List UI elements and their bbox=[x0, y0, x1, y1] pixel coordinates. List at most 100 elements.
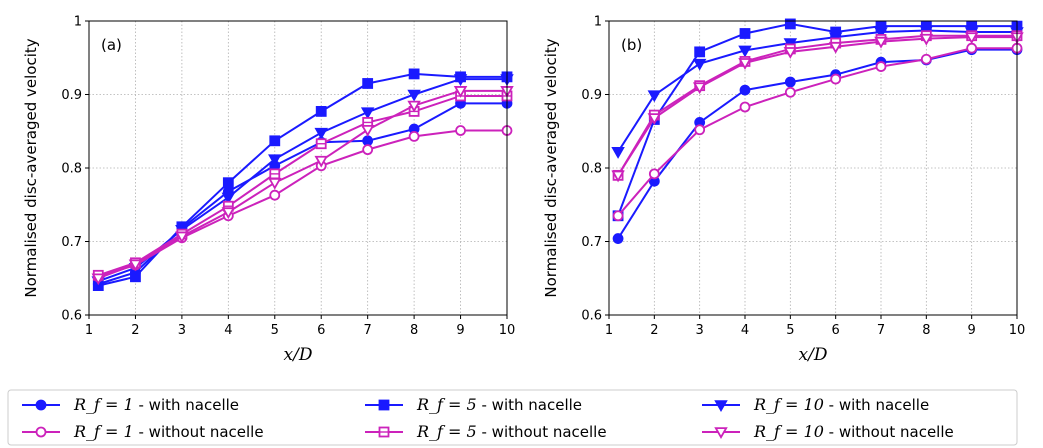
data-point bbox=[221, 192, 236, 205]
data-point bbox=[221, 207, 236, 220]
data-point bbox=[964, 32, 979, 45]
data-point bbox=[874, 27, 888, 40]
y-tick-label: 0.7 bbox=[581, 235, 602, 250]
data-point bbox=[407, 100, 421, 113]
panel-label: (b) bbox=[621, 36, 642, 54]
x-tick-label: 4 bbox=[741, 323, 749, 338]
legend-marker bbox=[35, 399, 47, 411]
legend-marker bbox=[714, 400, 728, 413]
legend-label: R_f = 10 - with nacelle bbox=[753, 395, 929, 414]
y-tick-label: 0.9 bbox=[581, 88, 602, 103]
data-point bbox=[362, 144, 374, 156]
series-line bbox=[617, 47, 1017, 217]
data-point bbox=[362, 135, 374, 147]
data-point bbox=[784, 86, 796, 98]
legend-entry: R_f = 5 - with nacelle bbox=[365, 395, 582, 414]
data-point bbox=[739, 28, 751, 39]
x-tick-label: 7 bbox=[877, 323, 885, 338]
series-6 bbox=[611, 32, 1024, 183]
panel-label: (a) bbox=[101, 36, 122, 54]
y-tick-label: 0.9 bbox=[61, 88, 82, 103]
x-tick-label: 3 bbox=[696, 323, 704, 338]
series-line bbox=[617, 22, 1017, 217]
data-point bbox=[783, 47, 798, 59]
data-point bbox=[919, 33, 934, 46]
legend-marker bbox=[35, 426, 47, 438]
series-4 bbox=[612, 42, 1023, 222]
series-2 bbox=[92, 68, 513, 292]
data-point bbox=[453, 86, 468, 98]
data-point bbox=[362, 78, 374, 89]
y-tick-label: 0.7 bbox=[61, 235, 82, 250]
legend-label: R_f = 1 - without nacelle bbox=[73, 422, 264, 441]
x-tick-label: 3 bbox=[178, 323, 186, 338]
data-point bbox=[269, 189, 281, 201]
x-tick-label: 2 bbox=[650, 323, 658, 338]
x-tick-label: 6 bbox=[832, 323, 840, 338]
legend-math: R_f = 1 bbox=[73, 422, 134, 441]
legend-label: R_f = 5 - without nacelle bbox=[416, 422, 607, 441]
data-point bbox=[360, 107, 375, 120]
data-point bbox=[692, 82, 707, 95]
data-point bbox=[314, 155, 328, 168]
series-6 bbox=[91, 86, 514, 286]
data-point bbox=[739, 84, 751, 96]
series-line bbox=[97, 94, 507, 277]
data-point bbox=[453, 74, 468, 87]
legend-math: R_f = 1 bbox=[73, 395, 134, 414]
y-tick-label: 0.6 bbox=[581, 309, 602, 324]
data-point bbox=[738, 45, 752, 58]
x-tick-label: 8 bbox=[922, 323, 930, 338]
x-tick-label: 5 bbox=[786, 323, 794, 338]
data-point bbox=[612, 233, 624, 244]
x-tick-label: 10 bbox=[1009, 323, 1026, 338]
data-point bbox=[694, 46, 706, 58]
y-tick-label: 0.8 bbox=[61, 162, 82, 177]
data-point bbox=[408, 68, 420, 80]
y-axis-label: Normalised disc-averaged velocity bbox=[542, 38, 560, 297]
legend-entry: R_f = 5 - without nacelle bbox=[365, 422, 607, 441]
legend-math: R_f = 10 bbox=[753, 395, 824, 414]
data-point bbox=[875, 61, 887, 72]
legend-marker bbox=[714, 427, 728, 440]
y-axis-label: Normalised disc-averaged velocity bbox=[22, 38, 40, 297]
data-point bbox=[784, 18, 796, 30]
data-point bbox=[611, 147, 625, 159]
x-tick-label: 7 bbox=[364, 323, 372, 338]
data-point bbox=[647, 113, 662, 126]
data-point bbox=[611, 170, 625, 183]
legend-text: - with nacelle bbox=[824, 396, 929, 414]
x-tick-label: 8 bbox=[410, 323, 418, 338]
data-point bbox=[920, 53, 932, 65]
data-point bbox=[648, 168, 660, 180]
data-point bbox=[128, 259, 143, 272]
x-tick-label: 9 bbox=[968, 323, 976, 338]
series-line bbox=[98, 72, 507, 287]
panel-b: 1 2 3 4 5 6 7 8 9 10 0.6 0.7 0.8 0.9 1 (b) x/D Normalised… bbox=[542, 15, 1025, 366]
data-point bbox=[268, 154, 282, 167]
legend-label: R_f = 10 - without nacelle bbox=[753, 422, 954, 441]
data-point bbox=[268, 177, 282, 190]
legend-box bbox=[7, 389, 1018, 446]
data-point bbox=[874, 36, 888, 49]
legend-text: - without nacelle bbox=[477, 423, 607, 441]
data-point bbox=[360, 124, 375, 137]
x-tick-label: 6 bbox=[317, 323, 325, 338]
series-line bbox=[617, 29, 1017, 153]
data-point bbox=[828, 41, 843, 54]
legend-math: R_f = 5 bbox=[416, 422, 477, 441]
data-point bbox=[408, 130, 420, 142]
legend-entry: R_f = 10 - without nacelle bbox=[702, 422, 954, 441]
data-point bbox=[647, 90, 662, 103]
data-point bbox=[407, 89, 421, 102]
legend-text: - with nacelle bbox=[134, 396, 239, 414]
series-line bbox=[617, 36, 1017, 176]
data-point bbox=[692, 58, 707, 71]
data-point bbox=[739, 101, 751, 113]
x-tick-label: 1 bbox=[85, 323, 93, 338]
series-1 bbox=[92, 97, 513, 290]
data-point bbox=[612, 210, 624, 222]
data-point bbox=[315, 106, 327, 117]
x-tick-label: 1 bbox=[605, 323, 613, 338]
x-tick-label: 10 bbox=[499, 323, 516, 338]
